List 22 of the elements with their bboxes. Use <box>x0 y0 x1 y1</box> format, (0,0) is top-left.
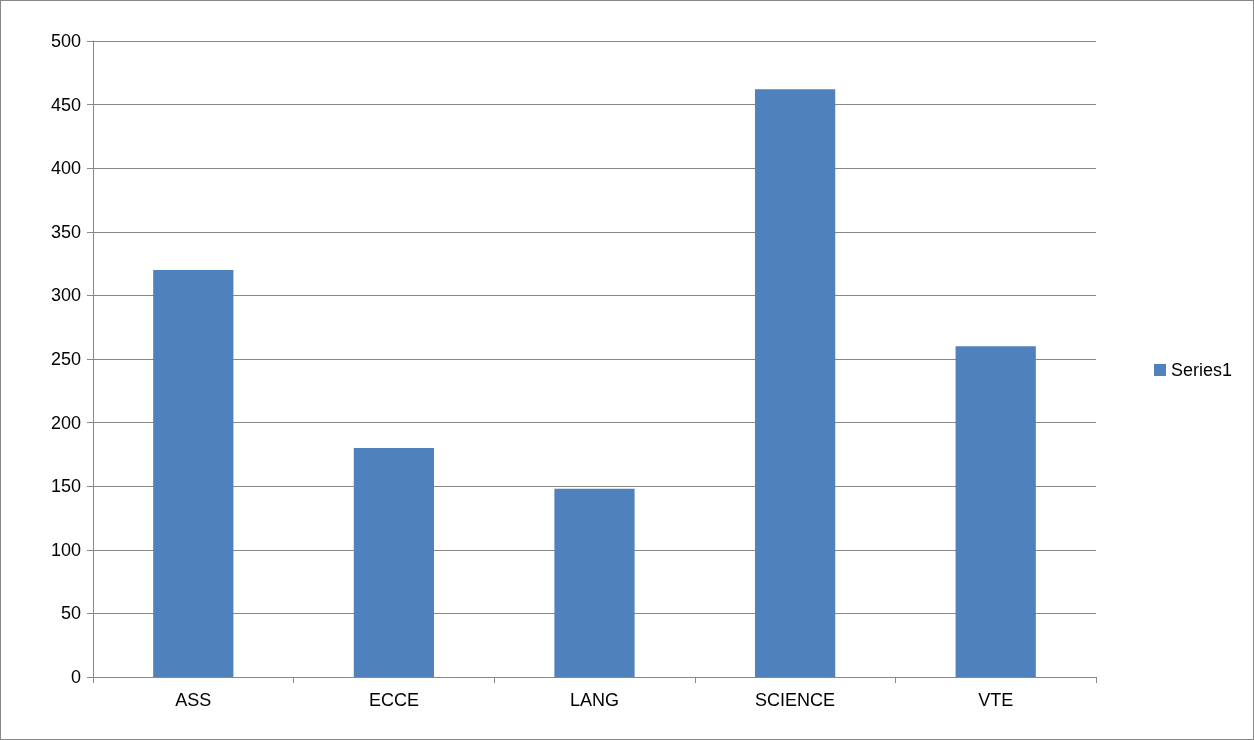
x-tick-label: VTE <box>978 690 1014 710</box>
y-tick-label: 350 <box>50 221 81 242</box>
y-tick-label: 100 <box>50 539 81 560</box>
x-tick-label: ASS <box>175 690 212 710</box>
y-tick-label: 500 <box>50 31 81 51</box>
y-tick-label: 0 <box>70 667 81 687</box>
y-tick-label: 150 <box>50 476 81 497</box>
bar <box>754 89 836 677</box>
y-tick-label: 450 <box>50 94 81 115</box>
y-tick-label: 200 <box>50 412 81 433</box>
y-tick-label: 50 <box>60 603 81 624</box>
legend-label: Series1 <box>1170 360 1232 380</box>
y-tick-label: 250 <box>50 349 81 369</box>
x-tick-label: SCIENCE <box>755 690 836 710</box>
x-tick-label: LANG <box>569 690 620 710</box>
x-tick-label: ECCE <box>368 690 419 710</box>
bar <box>955 346 1036 677</box>
bar <box>554 488 635 677</box>
y-tick-label: 300 <box>50 285 81 306</box>
y-tick-label: 400 <box>50 158 81 179</box>
bar <box>153 269 234 677</box>
bar <box>353 448 435 677</box>
